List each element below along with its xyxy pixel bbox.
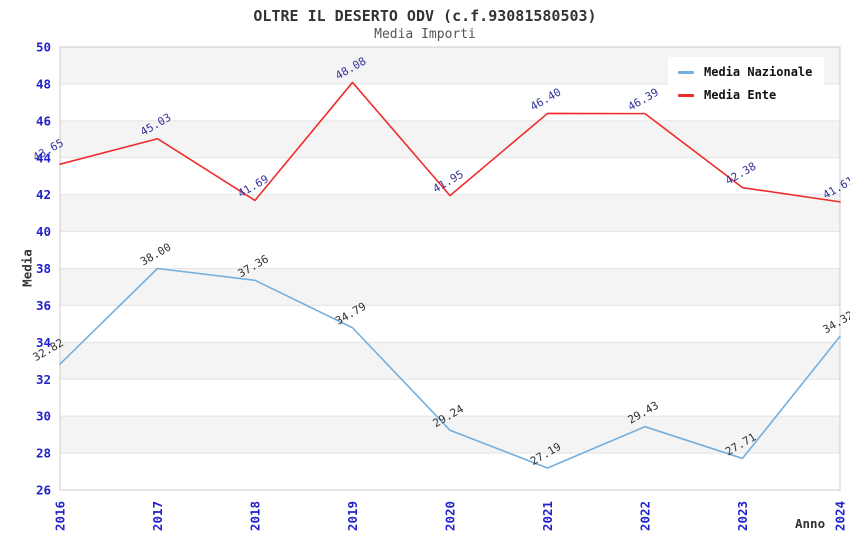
chart-title: OLTRE IL DESERTO ODV (c.f.93081580503) (253, 7, 597, 25)
x-tick-label: 2017 (150, 501, 165, 531)
series-line-media-ente (59, 81, 841, 203)
x-tick-label: 2020 (442, 501, 457, 531)
x-axis-title: Anno (795, 516, 826, 531)
y-axis-title: Media (19, 249, 35, 287)
y-tick-label: 28 (36, 446, 51, 461)
y-tick-label: 36 (36, 298, 51, 313)
legend-line-swatch-blue (678, 70, 694, 74)
legend-line-swatch-red (678, 93, 694, 97)
x-tick-label: 2016 (52, 501, 67, 531)
y-tick-label: 42 (36, 187, 51, 202)
plot-band (60, 120, 840, 158)
legend-label: Media Ente (704, 88, 777, 102)
y-tick-label: 26 (36, 483, 51, 498)
y-tick-label: 40 (36, 224, 51, 239)
legend-item-media-ente[interactable]: Media Ente (678, 88, 812, 102)
y-tick-label: 30 (36, 409, 51, 424)
y-tick-label: 34 (36, 335, 51, 350)
x-tick-label: 2021 (540, 501, 555, 531)
plot-band (60, 231, 840, 269)
y-tick-label: 50 (36, 40, 51, 55)
plot-band (60, 268, 840, 306)
y-tick-label: 44 (36, 150, 51, 165)
y-tick-label: 48 (36, 76, 51, 91)
x-tick-label: 2022 (637, 501, 652, 531)
x-tick-label: 2019 (345, 501, 360, 531)
y-tick-label: 32 (36, 372, 51, 387)
plot-border (59, 46, 841, 491)
legend-box: Media Nazionale Media Ente (668, 57, 825, 110)
plot-band (60, 416, 840, 454)
series-line-media-nazionale (59, 267, 841, 469)
plot-band (60, 453, 840, 490)
x-tick-label: 2018 (247, 501, 262, 531)
y-tick-label: 46 (36, 113, 51, 128)
plot-band (60, 194, 840, 232)
y-tick-label: 38 (36, 261, 51, 276)
chart-subtitle: Media Importi (374, 27, 476, 42)
legend-item-media-nazionale[interactable]: Media Nazionale (678, 65, 812, 79)
plot-band (60, 379, 840, 417)
legend-label: Media Nazionale (704, 65, 813, 79)
plot-band (60, 342, 840, 380)
plot-band (60, 305, 840, 343)
x-tick-label: 2023 (735, 501, 750, 531)
x-tick-label: 2024 (832, 501, 847, 531)
